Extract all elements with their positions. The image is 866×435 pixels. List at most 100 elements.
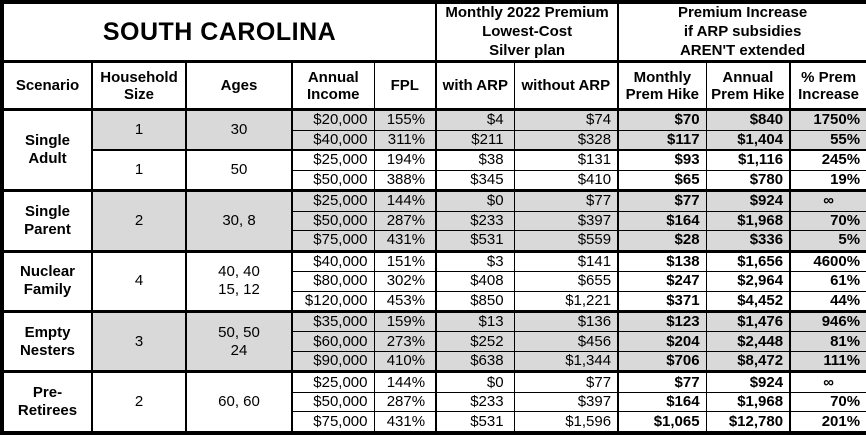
annual-income-cell: $40,000 — [291, 249, 375, 273]
pct-prem-increase-cell: 245% — [789, 149, 866, 171]
annual-prem-hike-cell: $4,452 — [705, 290, 791, 313]
with-arp-cell: $531 — [435, 230, 515, 252]
fpl-cell: 144% — [373, 189, 437, 212]
with-arp-cell: $345 — [435, 169, 515, 192]
pct-prem-increase-cell: 4600% — [789, 249, 866, 273]
table-row: 1 50 $25,000 194% $38 $131 $93 $1,116 24… — [2, 149, 866, 192]
fpl-cell: 410% — [373, 350, 437, 373]
with-arp-cell: $531 — [435, 411, 515, 434]
fpl-cell: 431% — [373, 230, 437, 252]
with-arp-cell: $13 — [435, 309, 515, 333]
monthly-prem-hike-cell: $138 — [617, 249, 707, 273]
state-title: SOUTH CAROLINA — [1, 1, 437, 63]
fpl-cell: 431% — [373, 411, 437, 434]
with-arp-cell: $850 — [435, 290, 515, 313]
with-arp-cell: $233 — [435, 210, 515, 232]
annual-prem-hike-cell: $1,116 — [705, 149, 791, 171]
monthly-prem-hike-cell: $164 — [617, 391, 707, 413]
table-row: $50,000 388% $345 $410 $65 $780 19% — [2, 169, 866, 192]
pct-prem-increase-cell: 201% — [789, 411, 866, 434]
without-arp-cell: $131 — [513, 149, 619, 171]
col-header-annual-prem-hike: Annual Prem Hike — [705, 60, 791, 111]
col-header-fpl: FPL — [373, 60, 437, 111]
fpl-cell: 287% — [373, 210, 437, 232]
annual-income-cell: $25,000 — [291, 149, 375, 171]
annual-income-cell: $50,000 — [291, 391, 375, 413]
pct-prem-increase-cell: 5% — [789, 230, 866, 252]
annual-prem-hike-cell: $1,968 — [705, 210, 791, 232]
monthly-prem-hike-cell: $77 — [617, 370, 707, 393]
without-arp-cell: $1,344 — [513, 350, 619, 373]
household-size-cell: 4 — [91, 249, 187, 313]
table-row: Single Adult 1 30 $20,000 155% $4 $74 $7… — [1, 108, 866, 192]
annual-income-cell: $25,000 — [291, 370, 375, 393]
without-arp-cell: $1,221 — [513, 290, 619, 313]
col-header-with-arp: with ARP — [435, 60, 515, 111]
fpl-cell: 151% — [373, 249, 437, 273]
without-arp-cell: $136 — [513, 309, 619, 333]
monthly-prem-hike-cell: $93 — [617, 149, 707, 171]
pct-prem-increase-cell: 70% — [789, 210, 866, 232]
with-arp-cell: $211 — [435, 129, 515, 151]
annual-income-cell: $80,000 — [291, 271, 375, 292]
col-header-pct-prem-increase: % Prem Increase — [789, 60, 866, 111]
table-row: $75,000 431% $531 $1,596 $1,065 $12,780 … — [2, 411, 866, 434]
col-header-annual-income: Annual Income — [291, 60, 375, 111]
annual-prem-hike-cell: $924 — [705, 370, 791, 393]
without-arp-cell: $328 — [513, 129, 619, 151]
household-size-cell: 1 — [91, 149, 187, 192]
pct-prem-increase-cell: 70% — [789, 391, 866, 413]
table-row: SOUTH CAROLINA Monthly 2022 Premium Lowe… — [1, 1, 866, 63]
household-size-cell: 1 — [91, 108, 187, 151]
monthly-prem-hike-cell: $123 — [617, 309, 707, 333]
pct-prem-increase-cell: 946% — [789, 309, 866, 333]
annual-prem-hike-cell: $840 — [705, 108, 791, 131]
without-arp-cell: $559 — [513, 230, 619, 252]
without-arp-cell: $141 — [513, 249, 619, 273]
col-header-ages: Ages — [185, 60, 293, 111]
with-arp-cell: $0 — [435, 370, 515, 393]
pct-prem-increase-cell: 1750% — [789, 108, 866, 131]
pct-prem-increase-cell: ∞ — [789, 370, 866, 393]
annual-income-cell: $75,000 — [291, 411, 375, 434]
monthly-prem-hike-cell: $117 — [617, 129, 707, 151]
annual-income-cell: $50,000 — [291, 169, 375, 192]
household-size-cell: 3 — [91, 309, 187, 373]
col-header-monthly-prem-hike: Monthly Prem Hike — [617, 60, 707, 111]
col-header-scenario: Scenario — [1, 60, 93, 111]
with-arp-cell: $233 — [435, 391, 515, 413]
with-arp-cell: $4 — [435, 108, 515, 131]
table-header-row: Scenario Household Size Ages Annual Inco… — [1, 60, 866, 111]
fpl-cell: 388% — [373, 169, 437, 192]
fpl-cell: 194% — [373, 149, 437, 171]
pct-prem-increase-cell: ∞ — [789, 189, 866, 212]
table-row: Nuclear Family 4 40, 40 15, 12 $40,000 1… — [1, 249, 866, 313]
fpl-cell: 144% — [373, 370, 437, 393]
without-arp-cell: $74 — [513, 108, 619, 131]
scenario-cell: Single Adult — [1, 108, 93, 192]
household-size-cell: 2 — [91, 370, 187, 434]
without-arp-cell: $655 — [513, 271, 619, 292]
fpl-cell: 159% — [373, 309, 437, 333]
without-arp-cell: $456 — [513, 331, 619, 352]
monthly-prem-hike-cell: $706 — [617, 350, 707, 373]
pct-prem-increase-cell: 61% — [789, 271, 866, 292]
with-arp-cell: $252 — [435, 331, 515, 352]
pct-prem-increase-cell: 44% — [789, 290, 866, 313]
fpl-cell: 155% — [373, 108, 437, 131]
with-arp-cell: $38 — [435, 149, 515, 171]
with-arp-cell: $638 — [435, 350, 515, 373]
table-row: Single Parent 2 30, 8 $25,000 144% $0 $7… — [1, 189, 866, 252]
annual-prem-hike-cell: $1,968 — [705, 391, 791, 413]
monthly-prem-hike-cell: $204 — [617, 331, 707, 352]
monthly-prem-hike-cell: $371 — [617, 290, 707, 313]
ages-cell: 60, 60 — [185, 370, 293, 434]
annual-income-cell: $60,000 — [291, 331, 375, 352]
fpl-cell: 453% — [373, 290, 437, 313]
col-header-household-size: Household Size — [91, 60, 187, 111]
pct-prem-increase-cell: 19% — [789, 169, 866, 192]
col-header-without-arp: without ARP — [513, 60, 619, 111]
monthly-prem-hike-cell: $65 — [617, 169, 707, 192]
ages-cell: 50 — [185, 149, 293, 192]
ages-cell: 30 — [185, 108, 293, 151]
